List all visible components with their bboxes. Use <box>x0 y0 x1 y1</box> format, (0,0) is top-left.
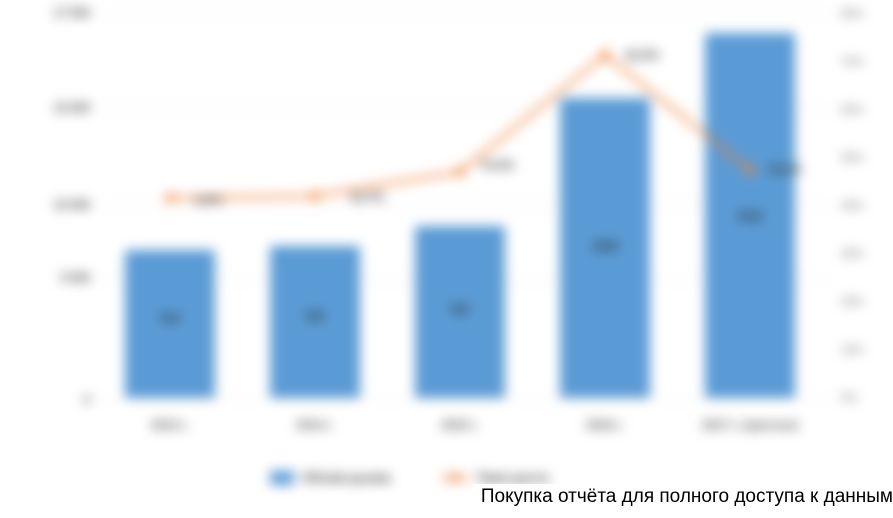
legend-bar-label: Объём рынка <box>302 470 391 485</box>
bar-2014: 5,5 <box>270 246 360 398</box>
y-right-tick-4: 40% <box>841 200 863 212</box>
y-right-tick-8: 80% <box>841 8 863 20</box>
legend-line-swatch <box>441 476 469 479</box>
gridline <box>100 13 830 14</box>
y-axis-right: 0% 10% 20% 30% 40% 50% 60% 70% 80% <box>838 0 893 410</box>
line-label-4: 22,2% <box>625 48 659 62</box>
y-right-tick-2: 20% <box>841 296 863 308</box>
y-left-tick-4: 17 000 <box>53 5 90 20</box>
line-label-5: 22,2% <box>768 162 802 176</box>
chart-plot-area: 5,4 5,5 6,2 10,8 13,2 2,0% 12,7% 74,2% 2… <box>100 0 830 410</box>
y-left-tick-2: 10 000 <box>53 197 90 212</box>
purchase-overlay-text: Покупка отчёта для полного доступа к дан… <box>473 484 893 510</box>
legend: Объём рынка Темп роста <box>270 470 549 485</box>
y-right-tick-0: 0% <box>841 392 857 404</box>
legend-bar-swatch <box>270 471 294 485</box>
bar-label: 10,8 <box>560 238 650 253</box>
y-left-tick-1: 5 000 <box>60 270 90 285</box>
y-right-tick-7: 70% <box>841 56 863 68</box>
x-label-4: 2017 г. (прогноз) <box>695 418 805 432</box>
x-axis: 2013 г. 2014 г. 2015 г. 2016 г. 2017 г. … <box>100 410 830 460</box>
bar-2017: 13,2 <box>705 33 795 398</box>
legend-bar: Объём рынка <box>270 470 391 485</box>
y-left-tick-3: 15 000 <box>53 100 90 115</box>
legend-line: Темп роста <box>441 470 549 485</box>
line-label-3: 74,2% <box>480 158 514 172</box>
y-right-tick-1: 10% <box>841 344 863 356</box>
y-axis-left: 0 5 000 10 000 15 000 17 000 <box>0 0 95 410</box>
bar-label: 6,2 <box>415 301 505 316</box>
bar-label: 5,5 <box>270 308 360 323</box>
bar-2013: 5,4 <box>125 250 215 398</box>
x-label-2: 2015 г. <box>415 418 505 432</box>
line-label-2: 12,7% <box>350 190 384 204</box>
bar-2016: 10,8 <box>560 98 650 398</box>
bar-label: 13,2 <box>705 208 795 223</box>
line-label-1: 2,0% <box>195 193 222 207</box>
bar-label: 5,4 <box>125 310 215 325</box>
y-right-tick-5: 50% <box>841 152 863 164</box>
legend-line-label: Темп роста <box>477 470 549 485</box>
x-label-3: 2016 г. <box>560 418 650 432</box>
y-right-tick-3: 30% <box>841 248 863 260</box>
bar-2015: 6,2 <box>415 226 505 398</box>
x-label-1: 2014 г. <box>270 418 360 432</box>
y-left-tick-0: 0 <box>83 392 90 407</box>
y-right-tick-6: 60% <box>841 104 863 116</box>
x-label-0: 2013 г. <box>125 418 215 432</box>
gridline <box>100 398 830 399</box>
